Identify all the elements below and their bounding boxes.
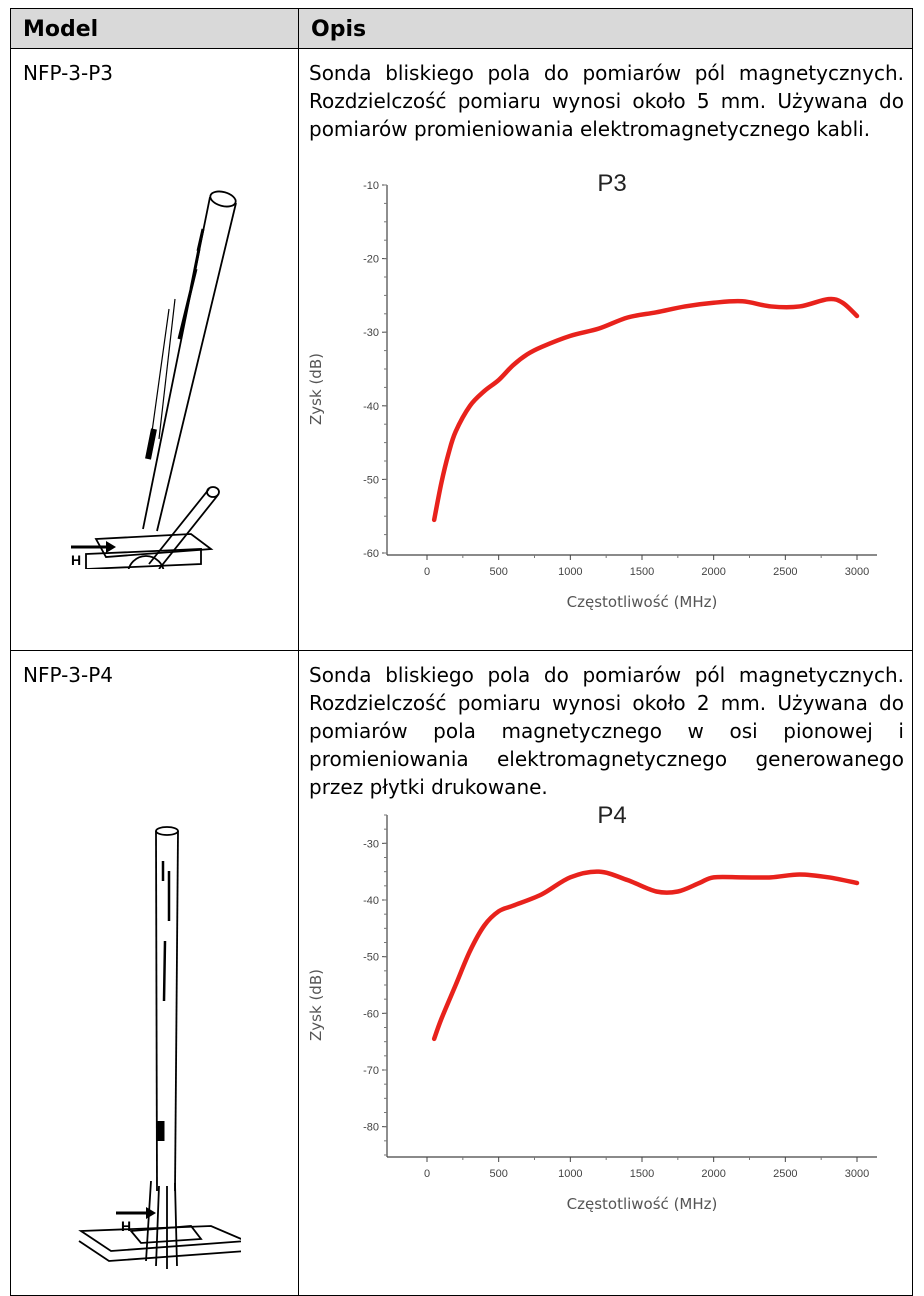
probe-p3-illustration: H H — [71, 190, 237, 569]
x-tick-label: 1000 — [558, 1168, 582, 1180]
probe-p3-h-label-1: H — [71, 552, 81, 568]
table-header-row: Model Opis — [10, 8, 913, 49]
y-tick-label: -60 — [363, 548, 379, 560]
probe-p4-illustration: H — [78, 826, 241, 1269]
y-tick-label: -50 — [363, 474, 379, 486]
y-tick-label: -50 — [363, 952, 379, 964]
model-cell: NFP-3-P3 — [10, 48, 299, 651]
y-axis-label: Zysk (dB) — [307, 353, 325, 425]
x-tick-label: 2000 — [701, 566, 725, 578]
x-tick-label: 3000 — [845, 1168, 869, 1180]
y-tick-label: -40 — [363, 895, 379, 907]
model-cell: NFP-3-P4 H — [10, 650, 299, 1296]
table-row: NFP-3-P3 — [10, 48, 913, 651]
x-tick-label: 1500 — [630, 566, 654, 578]
models-table: Model Opis NFP-3-P3 — [10, 8, 913, 1296]
x-tick-label: 2000 — [701, 1168, 725, 1180]
y-tick-label: -10 — [363, 180, 379, 192]
x-tick-label: 1000 — [558, 566, 582, 578]
y-tick-label: -40 — [363, 401, 379, 413]
x-tick-label: 1500 — [630, 1168, 654, 1180]
x-tick-label: 2500 — [773, 566, 797, 578]
description-cell: Sonda bliskiego pola do pomiarów pól mag… — [298, 48, 913, 651]
model-name: NFP-3-P4 — [23, 663, 114, 687]
description-text: Sonda bliskiego pola do pomiarów pól mag… — [309, 61, 904, 141]
y-axis-label: Zysk (dB) — [307, 969, 325, 1041]
x-tick-label: 2500 — [773, 1168, 797, 1180]
table-row: NFP-3-P4 H Sonda bliskiego — [10, 650, 913, 1296]
x-axis-label: Częstotliwość (MHz) — [567, 593, 718, 611]
y-tick-label: -60 — [363, 1008, 379, 1020]
y-tick-label: -80 — [363, 1122, 379, 1134]
series-line — [431, 296, 860, 523]
x-tick-label: 500 — [489, 566, 507, 578]
y-tick-label: -30 — [363, 838, 379, 850]
x-tick-label: 500 — [489, 1168, 507, 1180]
x-tick-label: 0 — [424, 566, 430, 578]
x-tick-label: 0 — [424, 1168, 430, 1180]
chart-title: P4 — [597, 802, 626, 829]
header-opis: Opis — [298, 8, 913, 49]
model-name: NFP-3-P3 — [23, 61, 114, 85]
description-cell: Sonda bliskiego pola do pomiarów pól mag… — [298, 650, 913, 1296]
x-axis-label: Częstotliwość (MHz) — [567, 1195, 718, 1213]
chart-title: P3 — [597, 170, 626, 197]
description-text: Sonda bliskiego pola do pomiarów pól mag… — [309, 663, 904, 799]
y-tick-label: -30 — [363, 327, 379, 339]
probe-p4-h-label: H — [121, 1218, 131, 1234]
y-tick-label: -70 — [363, 1065, 379, 1077]
y-tick-label: -20 — [363, 254, 379, 266]
x-tick-label: 3000 — [845, 566, 869, 578]
header-model: Model — [10, 8, 299, 49]
chart-p3: -10 -20 -30 -40 -50 -60 0 500 1000 1500 2000 2500 30… — [307, 170, 877, 611]
chart-p4: -30 -40 -50 -60 -70 -80 0 500 1000 1500 2000 2500 30… — [307, 802, 877, 1213]
series-line — [431, 869, 860, 1042]
